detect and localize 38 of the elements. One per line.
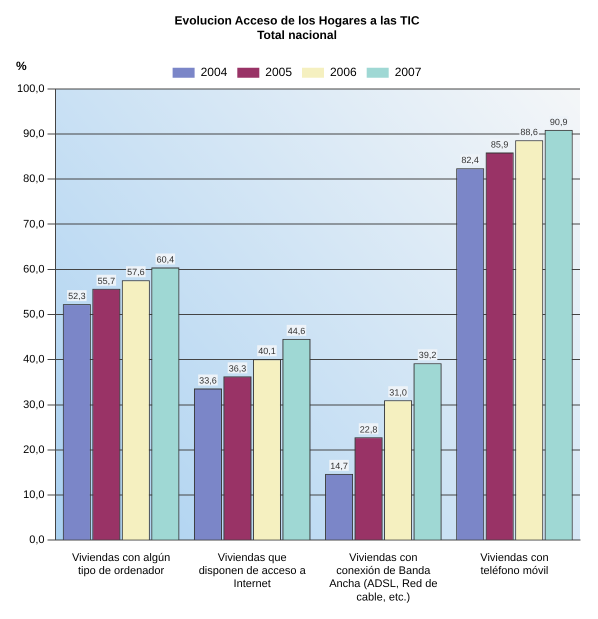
legend-label: 2004: [200, 65, 228, 80]
legend-label: 2006: [330, 65, 358, 80]
data-label: 40,1: [258, 346, 276, 356]
data-label: 52,3: [68, 291, 86, 302]
y-tick-label: 60,0: [23, 263, 45, 276]
y-axis-title: %: [16, 59, 27, 74]
data-label: 44,6: [288, 326, 306, 336]
y-tick-label: 20,0: [23, 444, 45, 456]
x-tick-label: Viviendas que disponen de acceso a Internet: [198, 552, 307, 590]
legend-label: 2005: [265, 65, 292, 80]
data-label: 60,4: [156, 254, 174, 265]
y-tick-label: 50,0: [23, 308, 45, 321]
y-tick-label: 10,0: [23, 489, 45, 502]
y-tick-label: 40,0: [23, 354, 45, 366]
chart-title: Evolucion Acceso de los Hogares a las TIC: [174, 14, 420, 28]
data-label: 85,9: [490, 139, 508, 150]
chart-subtitle: Total nacional: [257, 28, 337, 42]
data-label: 22,8: [360, 424, 378, 434]
data-label: 33,6: [199, 376, 217, 386]
x-tick-label: Viviendas con conexión de Banda Ancha (ADSL, Red de cable, etc.): [329, 552, 438, 604]
data-label: 55,7: [98, 276, 116, 286]
legend-label: 2007: [394, 65, 422, 80]
data-label: 31,0: [389, 387, 407, 398]
data-label: 36,3: [228, 363, 246, 374]
data-label: 82,4: [461, 155, 479, 166]
data-label: 88,6: [520, 127, 538, 138]
data-label: 39,2: [418, 350, 436, 360]
x-tick-label: Viviendas con algún tipo de ordenador: [72, 552, 170, 578]
y-tick-label: 80,0: [23, 173, 45, 186]
y-tick-label: 30,0: [23, 398, 45, 411]
x-tick-label: Viviendas con teléfono móvil: [480, 552, 549, 578]
y-tick-label: 70,0: [23, 218, 45, 230]
y-tick-label: 90,0: [23, 128, 45, 140]
y-tick-label: 0,0: [29, 534, 45, 546]
y-tick-label: 100,0: [16, 82, 45, 95]
data-label: 57,6: [127, 267, 145, 278]
data-label: 90,9: [550, 116, 568, 127]
data-label: 14,7: [330, 460, 348, 471]
